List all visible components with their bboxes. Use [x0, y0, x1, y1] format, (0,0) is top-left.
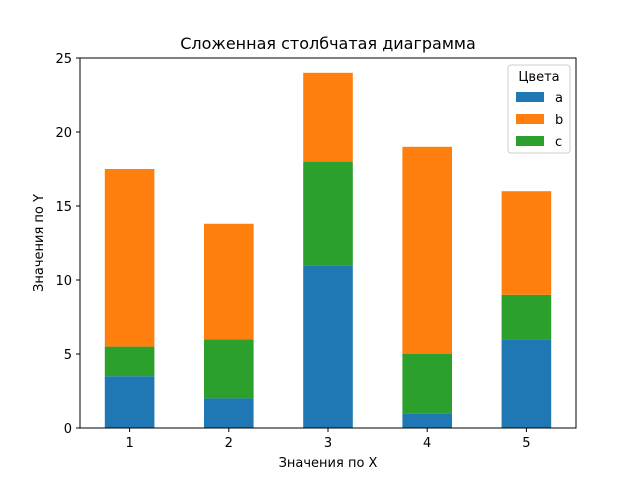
- x-tick-label: 2: [225, 436, 233, 451]
- bar-b-2: [204, 223, 254, 340]
- y-axis-title: Значения по Y: [32, 194, 47, 292]
- bar-c-1: [104, 346, 155, 377]
- bar-b-1: [104, 169, 155, 347]
- legend-label-b: b: [555, 113, 563, 128]
- y-tick-label: 10: [55, 274, 72, 289]
- bar-c-4: [402, 354, 452, 414]
- bar-a-2: [204, 398, 254, 428]
- x-tick-label: 1: [125, 436, 133, 451]
- y-tick-label: 20: [55, 126, 72, 141]
- legend-box: [507, 64, 571, 154]
- bar-b-3: [303, 72, 353, 162]
- y-tick-label: 5: [64, 348, 72, 363]
- y-tick-label: 25: [55, 52, 72, 67]
- bar-a-5: [501, 339, 552, 428]
- bar-a-3: [303, 265, 353, 428]
- x-tick-label: 3: [324, 436, 332, 451]
- x-tick-label: 4: [423, 436, 431, 451]
- bars-group: [104, 72, 552, 428]
- bar-a-4: [402, 413, 452, 428]
- bar-c-3: [303, 161, 353, 266]
- x-axis: 1 2 3 4 5: [125, 428, 531, 451]
- y-tick-label: 0: [64, 422, 72, 437]
- y-axis: 0 5 10 15 20 25: [55, 52, 80, 437]
- bar-b-5: [501, 191, 552, 295]
- bar-a-1: [104, 376, 155, 428]
- y-tick-label: 15: [55, 200, 72, 215]
- legend: Цвета abc: [507, 64, 571, 154]
- legend-title: Цвета: [518, 70, 559, 85]
- legend-swatch-c: [516, 136, 544, 146]
- bar-c-2: [204, 339, 254, 399]
- legend-swatch-b: [516, 114, 544, 124]
- legend-label-a: a: [555, 91, 563, 106]
- bar-b-4: [402, 146, 452, 354]
- chart-title: Сложенная столбчатая диаграмма: [180, 34, 476, 53]
- legend-swatch-a: [516, 92, 544, 102]
- bar-c-5: [501, 294, 552, 340]
- x-axis-title: Значения по X: [279, 456, 378, 471]
- x-tick-label: 5: [522, 436, 530, 451]
- legend-label-c: c: [555, 135, 562, 150]
